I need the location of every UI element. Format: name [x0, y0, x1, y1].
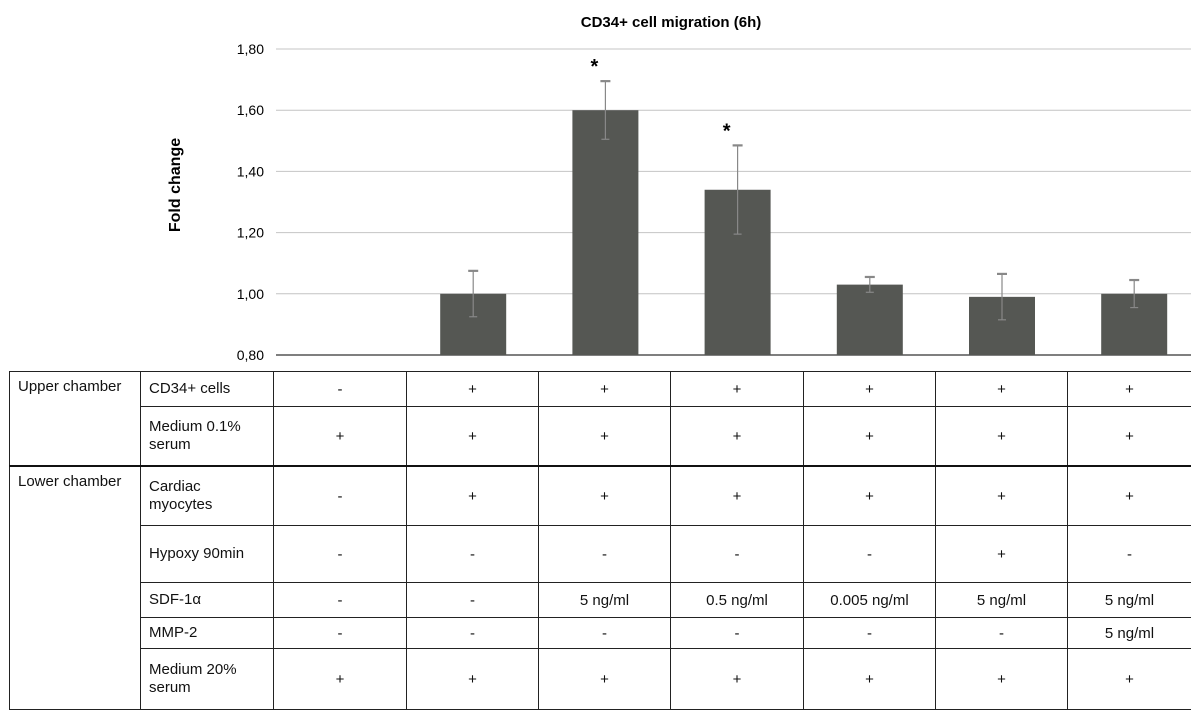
table-row: Medium 20% serum + + + + + + +	[10, 649, 1191, 710]
table-cell: -	[274, 372, 407, 407]
table-cell: +	[804, 372, 936, 407]
bar	[837, 285, 903, 355]
table-cell: -	[936, 618, 1068, 649]
table-cell: -	[804, 526, 936, 583]
condition-label: SDF-1α	[141, 583, 274, 618]
table-cell: +	[804, 466, 936, 526]
group-label-lower: Lower chamber	[10, 466, 141, 710]
table-cell: +	[274, 649, 407, 710]
chart: CD34+ cell migration (6h) Fold change 0,…	[0, 0, 1191, 370]
table-cell: +	[539, 372, 671, 407]
table-row: Medium 0.1% serum + + + + + + +	[10, 407, 1191, 467]
condition-label: MMP-2	[141, 618, 274, 649]
table-cell: +	[274, 407, 407, 467]
table-cell: +	[1068, 407, 1191, 467]
y-tick-labels: 0,80 1,00 1,20 1,40 1,60 1,80	[237, 41, 264, 363]
table-cell: +	[407, 649, 539, 710]
table-cell: +	[539, 407, 671, 467]
table-cell: +	[1068, 649, 1191, 710]
table-row: MMP-2 - - - - - - 5 ng/ml	[10, 618, 1191, 649]
table-cell: +	[936, 372, 1068, 407]
table-row: Lower chamber Cardiac myocytes - + + + +…	[10, 466, 1191, 526]
table-cell: -	[274, 583, 407, 618]
table-cell: +	[1068, 466, 1191, 526]
bar	[572, 110, 638, 355]
table-cell: 5 ng/ml	[1068, 583, 1191, 618]
table-row: Upper chamber CD34+ cells - + + + + + +	[10, 372, 1191, 407]
conditions-table: Upper chamber CD34+ cells - + + + + + + …	[9, 371, 1191, 710]
y-tick-label: 1,00	[237, 286, 264, 302]
table-cell: 0.005 ng/ml	[804, 583, 936, 618]
table-cell: -	[407, 618, 539, 649]
table-cell: +	[671, 407, 804, 467]
table-cell: -	[1068, 526, 1191, 583]
condition-label: Medium 0.1% serum	[141, 407, 274, 467]
y-tick-label: 1,80	[237, 41, 264, 57]
table-row: Hypoxy 90min - - - - - + -	[10, 526, 1191, 583]
table-cell: +	[407, 466, 539, 526]
table-cell: +	[1068, 372, 1191, 407]
y-tick-label: 1,40	[237, 163, 264, 179]
table-cell: -	[274, 618, 407, 649]
table-cell: 5 ng/ml	[539, 583, 671, 618]
significance-star: *	[723, 120, 731, 142]
chart-title: CD34+ cell migration (6h)	[581, 14, 761, 31]
table-cell: +	[407, 372, 539, 407]
error-bars	[468, 81, 1139, 320]
y-tick-label: 1,20	[237, 225, 264, 241]
condition-label: Medium 20% serum	[141, 649, 274, 710]
table-cell: 0.5 ng/ml	[671, 583, 804, 618]
table-cell: +	[936, 649, 1068, 710]
table-cell: +	[539, 649, 671, 710]
table-cell: -	[671, 618, 804, 649]
table-cell: -	[407, 526, 539, 583]
table-cell: +	[407, 407, 539, 467]
table-cell: -	[539, 526, 671, 583]
table-cell: +	[671, 466, 804, 526]
table-cell: +	[671, 649, 804, 710]
table-cell: -	[274, 466, 407, 526]
table-cell: -	[804, 618, 936, 649]
y-tick-label: 1,60	[237, 102, 264, 118]
y-tick-label: 0,80	[237, 347, 264, 363]
table-cell: +	[539, 466, 671, 526]
table-cell: +	[804, 407, 936, 467]
table-row: SDF-1α - - 5 ng/ml 0.5 ng/ml 0.005 ng/ml…	[10, 583, 1191, 618]
table-cell: -	[274, 526, 407, 583]
table-cell: +	[936, 466, 1068, 526]
condition-label: CD34+ cells	[141, 372, 274, 407]
y-axis-label: Fold change	[167, 138, 184, 232]
table-cell: -	[671, 526, 804, 583]
condition-label: Cardiac myocytes	[141, 466, 274, 526]
condition-label: Hypoxy 90min	[141, 526, 274, 583]
table-cell: +	[804, 649, 936, 710]
table-cell: +	[671, 372, 804, 407]
table-cell: 5 ng/ml	[936, 583, 1068, 618]
significance-star: *	[591, 56, 599, 78]
table-cell: +	[936, 407, 1068, 467]
table-cell: 5 ng/ml	[1068, 618, 1191, 649]
table-cell: -	[407, 583, 539, 618]
group-label-upper: Upper chamber	[10, 372, 141, 467]
table-cell: +	[936, 526, 1068, 583]
table-cell: -	[539, 618, 671, 649]
